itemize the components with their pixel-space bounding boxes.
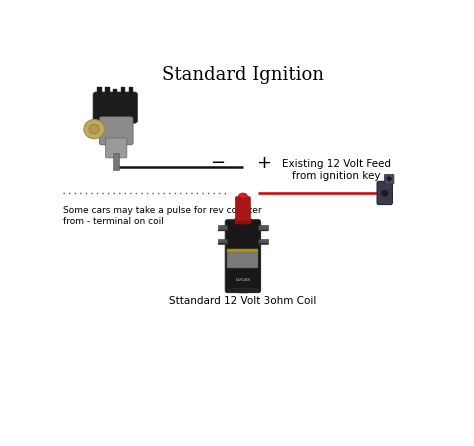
FancyBboxPatch shape bbox=[236, 197, 250, 221]
Bar bbox=[228, 249, 258, 268]
Bar bbox=[128, 87, 133, 96]
Circle shape bbox=[387, 177, 392, 181]
Bar bbox=[219, 230, 228, 231]
Circle shape bbox=[84, 120, 104, 139]
Bar bbox=[113, 89, 118, 96]
Ellipse shape bbox=[227, 288, 259, 293]
Text: +: + bbox=[255, 154, 271, 173]
Bar bbox=[98, 87, 102, 96]
FancyBboxPatch shape bbox=[377, 181, 392, 205]
Bar bbox=[121, 87, 125, 96]
Text: Standard Ignition: Standard Ignition bbox=[162, 66, 324, 83]
Bar bbox=[219, 225, 228, 231]
Circle shape bbox=[89, 124, 99, 134]
FancyBboxPatch shape bbox=[235, 219, 251, 224]
Bar bbox=[228, 249, 258, 252]
Text: −: − bbox=[210, 154, 225, 173]
Text: Some cars may take a pulse for rev counter
from - terminal on coil: Some cars may take a pulse for rev count… bbox=[63, 206, 262, 226]
Bar bbox=[219, 239, 228, 244]
Text: LUCAS: LUCAS bbox=[236, 278, 250, 282]
FancyBboxPatch shape bbox=[225, 220, 261, 293]
Bar bbox=[105, 87, 109, 96]
Text: Existing 12 Volt Feed
from ignition key: Existing 12 Volt Feed from ignition key bbox=[282, 160, 391, 181]
FancyBboxPatch shape bbox=[93, 92, 137, 123]
Text: Sttandard 12 Volt 3ohm Coil: Sttandard 12 Volt 3ohm Coil bbox=[169, 296, 317, 306]
FancyBboxPatch shape bbox=[99, 117, 133, 145]
Circle shape bbox=[382, 190, 388, 196]
Bar bbox=[258, 230, 267, 231]
Bar bbox=[258, 239, 267, 244]
Bar bbox=[113, 153, 119, 170]
FancyBboxPatch shape bbox=[384, 174, 394, 184]
Ellipse shape bbox=[238, 193, 247, 198]
FancyBboxPatch shape bbox=[106, 138, 127, 158]
Bar bbox=[258, 225, 267, 231]
